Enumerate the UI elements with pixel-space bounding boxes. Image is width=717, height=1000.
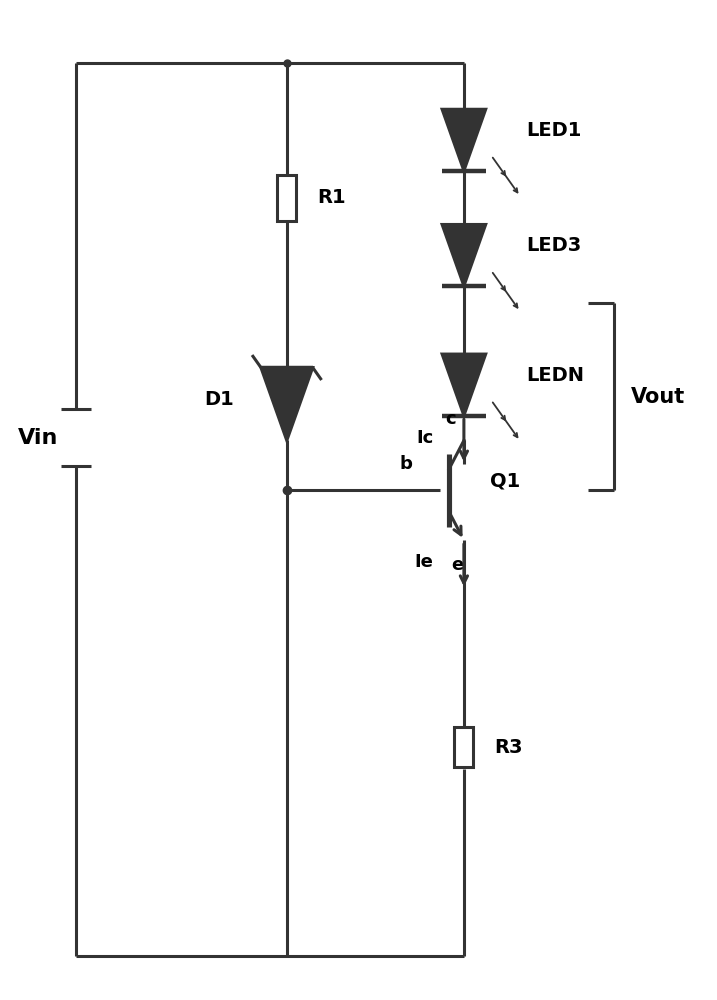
- Text: Q1: Q1: [490, 471, 520, 490]
- Polygon shape: [442, 224, 485, 286]
- Text: D1: D1: [204, 390, 234, 409]
- Text: Vout: Vout: [631, 387, 685, 407]
- Bar: [277, 175, 296, 221]
- Polygon shape: [442, 109, 485, 171]
- Text: Vin: Vin: [18, 428, 58, 448]
- Text: c: c: [445, 410, 455, 428]
- Text: R1: R1: [317, 188, 346, 207]
- Text: R3: R3: [494, 738, 523, 757]
- Text: Ie: Ie: [414, 553, 433, 571]
- Bar: [455, 727, 473, 767]
- Text: LED3: LED3: [526, 236, 581, 255]
- Polygon shape: [442, 354, 485, 416]
- Text: b: b: [399, 455, 412, 473]
- Text: LEDN: LEDN: [526, 366, 584, 385]
- Text: Ic: Ic: [416, 429, 433, 447]
- Text: LED1: LED1: [526, 121, 582, 140]
- Polygon shape: [261, 368, 313, 440]
- Text: e: e: [451, 556, 463, 574]
